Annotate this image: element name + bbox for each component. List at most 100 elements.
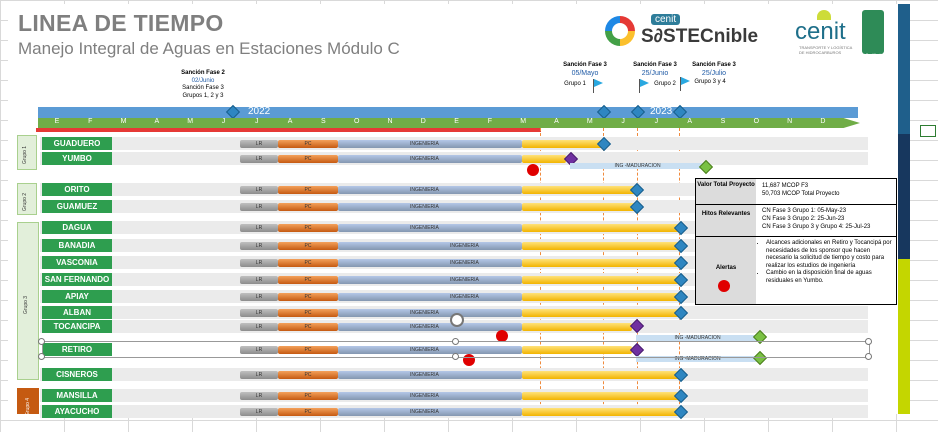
pc-bar: PC	[278, 309, 338, 317]
station-name[interactable]: MANSILLA	[42, 389, 112, 402]
ingenieria-bar: INGENIERIA	[338, 242, 522, 250]
station-name[interactable]: GUADUERO	[42, 137, 112, 150]
lr-bar: LR	[240, 309, 278, 317]
ingenieria-bar: INGENIERIA	[338, 224, 522, 232]
ingenieria-bar: INGENIERIA	[338, 259, 522, 267]
lr-bar: LR	[240, 203, 278, 211]
pc-bar: PC	[278, 140, 338, 148]
valor-total-label: Valor Total Proyecto	[696, 179, 756, 204]
hitos-label: Hitos Relevantes	[696, 205, 756, 239]
ingenieria-bar: INGENIERIA	[338, 276, 522, 284]
station-name[interactable]: ALBAN	[42, 306, 112, 319]
cell-selection-marker[interactable]	[920, 125, 936, 137]
station-name[interactable]: SAN FERNANDO	[42, 273, 112, 286]
pc-bar: PC	[278, 242, 338, 250]
flag-icon	[639, 79, 649, 93]
month-label: D	[820, 118, 826, 125]
alert-red-dot	[718, 280, 730, 292]
alertas-list: Alcances adicionales en Retiro y Tocanci…	[758, 240, 894, 285]
month-label: N	[387, 118, 393, 125]
maduracion-bar-yumbo: ING -MADURACION	[570, 163, 705, 169]
station-name[interactable]: TOCANCIPA	[42, 320, 112, 333]
group-4-label: Grupo 4	[25, 397, 31, 416]
month-label: E	[54, 118, 60, 125]
ingenieria-bar: INGENIERIA	[338, 323, 522, 331]
final-phase-bar	[522, 140, 603, 148]
resize-handle[interactable]	[452, 338, 459, 345]
pc-bar: PC	[278, 155, 338, 163]
divider	[696, 204, 896, 205]
resize-handle[interactable]	[38, 338, 45, 345]
alert-item: Alcances adicionales en Retiro y Tocanci…	[766, 240, 894, 270]
maduracion-bar-retiro: ING -MADURACION	[636, 356, 759, 362]
month-label: O	[753, 118, 760, 125]
final-phase-bar	[522, 392, 680, 400]
station-name[interactable]: CISNEROS	[42, 368, 112, 381]
month-label: M	[187, 118, 194, 125]
resize-handle[interactable]	[452, 353, 459, 360]
station-name[interactable]: RETIRO	[42, 343, 112, 356]
elapsed-time-line	[36, 128, 541, 132]
month-label: M	[120, 118, 127, 125]
ingenieria-bar: INGENIERIA	[338, 203, 522, 211]
final-phase-bar	[522, 276, 680, 284]
resize-handle[interactable]	[865, 353, 872, 360]
month-label: M	[520, 118, 527, 125]
certification-label: Certified	[865, 52, 881, 57]
page-title: LINEA DE TIEMPO	[18, 10, 224, 36]
station-name[interactable]: YUMBO	[42, 152, 112, 165]
group-3-box	[17, 222, 39, 380]
side-color-bar-navy	[898, 134, 910, 259]
milestone-date: 25/Julio	[701, 69, 727, 77]
page-subtitle: Manejo Integral de Aguas en Estaciones M…	[18, 39, 400, 58]
pc-bar: PC	[278, 346, 338, 354]
month-label: A	[554, 118, 559, 125]
lr-bar: LR	[240, 259, 278, 267]
station-name[interactable]: AYACUCHO	[42, 405, 112, 418]
pc-bar: PC	[278, 224, 338, 232]
milestone-date: 02/Junio	[191, 77, 215, 84]
today-dashed-line	[540, 128, 541, 414]
final-phase-bar	[522, 224, 680, 232]
group-2-box	[17, 183, 37, 215]
group-4-box	[17, 388, 39, 414]
cenit-wordmark: cenit	[795, 18, 846, 45]
month-label: S	[321, 118, 326, 125]
final-phase-bar	[522, 309, 680, 317]
station-name[interactable]: APIAY	[42, 290, 112, 303]
divider	[696, 236, 896, 237]
final-phase-bar	[522, 408, 680, 416]
sostecnible-logo: cenit S∂STECnible	[605, 14, 780, 50]
station-name[interactable]: BANADIA	[42, 239, 112, 252]
pc-bar: PC	[278, 408, 338, 416]
sun-icon	[817, 10, 831, 20]
year-label: 2023	[650, 106, 673, 117]
certification-badge: Certified	[862, 10, 884, 57]
flag-icon	[593, 79, 603, 93]
month-label: F	[88, 118, 93, 125]
station-name[interactable]: GUAMUEZ	[42, 200, 112, 213]
hito-line: CN Fase 3 Grupo 1: 05-May-23	[762, 208, 847, 214]
ingenieria-bar: INGENIERIA	[338, 155, 522, 163]
milestone-note: Sanción Fase 3	[182, 85, 224, 91]
hito-line: CN Fase 3 Grupo 2: 25-Jun-23	[762, 216, 845, 222]
lr-bar: LR	[240, 392, 278, 400]
rotate-handle-icon[interactable]	[450, 313, 464, 327]
month-label: D	[420, 118, 426, 125]
month-label: J	[654, 118, 659, 125]
station-name[interactable]: ORITO	[42, 183, 112, 196]
resize-handle[interactable]	[38, 353, 45, 360]
resize-handle[interactable]	[865, 338, 872, 345]
sostecnible-emblem-icon	[605, 16, 635, 46]
station-name[interactable]: VASCONIA	[42, 256, 112, 269]
milestone-fase3-grupo2: Sanción Fase 3 25/Junio	[625, 62, 685, 77]
milestone-title: Sanción Fase 2	[181, 70, 225, 76]
pc-bar: PC	[278, 293, 338, 301]
lr-bar: LR	[240, 323, 278, 331]
milestone-title: Sanción Fase 3	[563, 62, 607, 68]
alert-red-dot	[496, 330, 508, 342]
hito-line: CN Fase 3 Grupo 3 y Grupo 4: 25-Jul-23	[762, 224, 871, 230]
logo-sostecnible-text: S∂STECnible	[641, 26, 759, 47]
station-name[interactable]: DAGUA	[42, 221, 112, 234]
month-label: A	[154, 118, 160, 125]
